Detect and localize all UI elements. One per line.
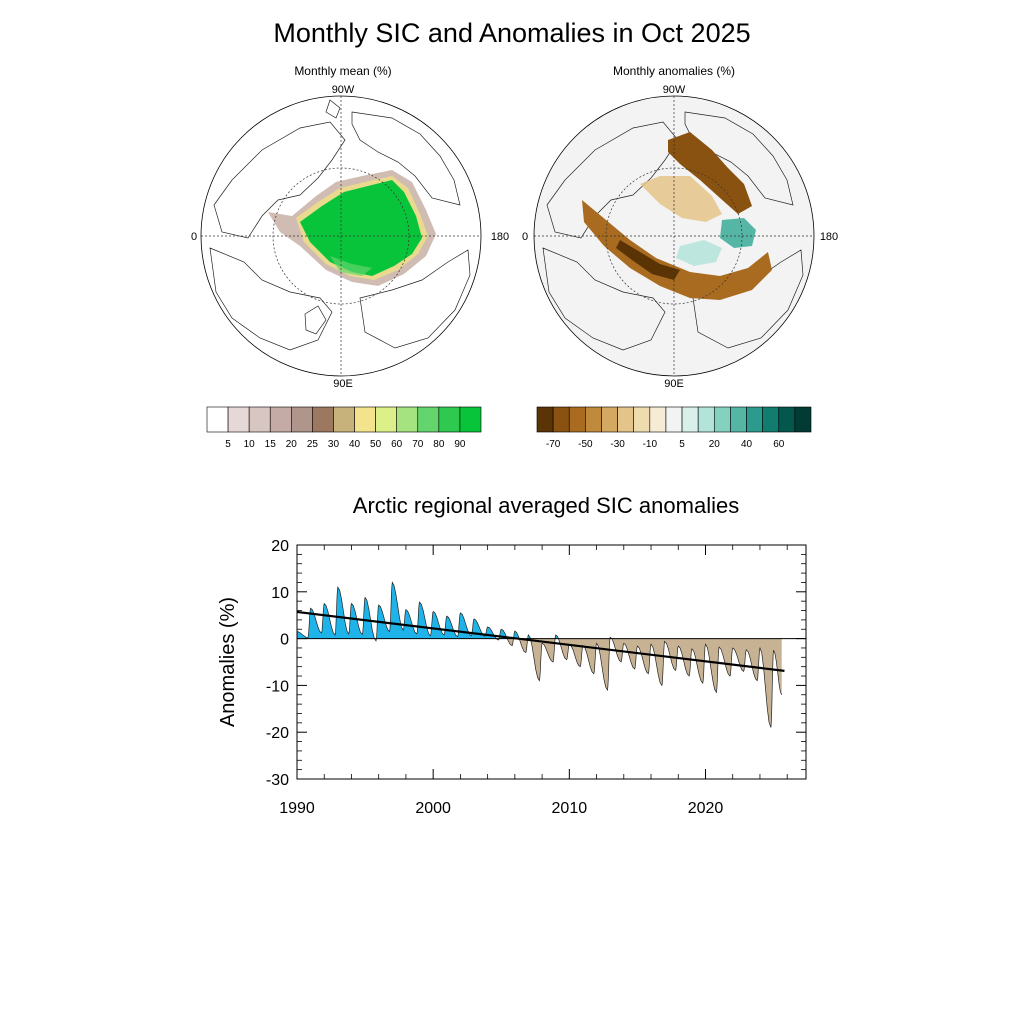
anom-map-light-negative (640, 176, 722, 222)
anom-map-border (533, 95, 815, 377)
mean-map-coastlines (209, 99, 471, 351)
mean-map-label-top: 90W (332, 84, 355, 96)
y-tick-label: 10 (271, 585, 289, 602)
mean-colorbar-swatch (417, 406, 440, 433)
anom-colorbar-swatch (552, 406, 570, 433)
anom-colorbar-tick-label: -70 (546, 439, 561, 450)
mean-colorbar-swatch (206, 406, 229, 433)
anom-colorbar-swatch (730, 406, 747, 433)
mean-colorbar-tick-label: 25 (307, 439, 319, 450)
mean-map-label-right: 180 (491, 231, 509, 243)
anom-map-label-bottom: 90E (664, 378, 684, 390)
anom-colorbar-swatch (536, 406, 554, 433)
mean-colorbar-tick-label: 40 (349, 439, 361, 450)
mean-map: Monthly mean (%) 90W 90E 0 180 (191, 64, 509, 390)
negative-anomaly-area (297, 638, 782, 728)
y-tick-label: 0 (280, 632, 289, 649)
mean-colorbar-swatch (354, 406, 376, 433)
mean-colorbar-swatch (269, 406, 292, 433)
anom-map-strong-negative (616, 240, 680, 280)
mean-colorbar-tick-label: 30 (328, 439, 340, 450)
mean-colorbar-tick-label: 20 (286, 439, 298, 450)
anom-colorbar-tick-label: -50 (578, 439, 593, 450)
anomaly-time-series: Arctic regional averaged SIC anomalies A… (217, 493, 807, 817)
mean-colorbar-tick-label: 15 (265, 439, 277, 450)
positive-anomaly-area (297, 582, 612, 639)
anom-colorbar-tick-label: 60 (773, 439, 785, 450)
anom-colorbar-swatch (762, 406, 780, 433)
anom-colorbar-swatch (633, 406, 651, 433)
anom-colorbar-tick-label: -10 (643, 439, 658, 450)
mean-colorbar-tick-label: 80 (433, 439, 445, 450)
y-tick-label: -10 (266, 678, 289, 695)
mean-colorbar-swatch (375, 406, 397, 433)
anom-colorbar-swatch (778, 406, 796, 433)
mean-colorbar-tick-label: 70 (412, 439, 424, 450)
anom-map-north-negative (668, 132, 752, 214)
mean-colorbar-swatch (396, 406, 419, 433)
anom-map: Monthly anomalies (%) 90W 90E 0 180 (522, 64, 838, 390)
anom-map-positive-patch (720, 218, 756, 248)
anomaly-line (296, 581, 783, 728)
y-tick-label: 20 (271, 538, 289, 555)
anom-colorbar-swatch (649, 406, 667, 433)
mean-colorbar-tick-label: 90 (454, 439, 466, 450)
anom-map-label-top: 90W (663, 84, 686, 96)
anom-colorbar-tick-label: 40 (741, 439, 753, 450)
y-tick-label: -30 (266, 772, 289, 789)
anom-colorbar-tick-label: -30 (610, 439, 625, 450)
anom-colorbar-swatch (794, 406, 812, 433)
anom-map-title: Monthly anomalies (%) (613, 64, 735, 78)
plot-frame (296, 544, 807, 780)
x-tick-label: 2010 (552, 800, 588, 817)
mean-colorbar-swatch (459, 406, 482, 433)
figure-title: Monthly SIC and Anomalies in Oct 2025 (273, 18, 750, 48)
anom-map-light-positive (676, 240, 722, 266)
mean-colorbar-tick-label: 60 (391, 439, 403, 450)
anom-colorbar-tick-label: 20 (709, 439, 721, 450)
mean-colorbar-swatch (333, 406, 355, 433)
anom-map-label-right: 180 (820, 231, 838, 243)
mean-colorbar: 5 10 15 20 25 30 40 50 60 70 80 90 (206, 406, 482, 450)
x-tick-label: 1990 (279, 800, 315, 817)
anom-colorbar-swatch (617, 406, 635, 433)
y-tick-label: -20 (266, 725, 289, 742)
anom-colorbar-swatch (568, 406, 586, 433)
trend-line (296, 610, 785, 672)
mean-colorbar-tick-label: 10 (244, 439, 256, 450)
x-tick-label: 2000 (415, 800, 451, 817)
x-tick-label: 2020 (688, 800, 724, 817)
mean-colorbar-swatch (227, 406, 250, 433)
anom-colorbar-swatch (665, 406, 683, 433)
anom-colorbar-swatch (601, 406, 618, 433)
anom-colorbar-swatch (746, 406, 763, 433)
mean-map-pack-ice-inner (330, 256, 372, 276)
mean-map-label-left: 0 (191, 231, 197, 243)
chart-title: Arctic regional averaged SIC anomalies (353, 493, 739, 518)
mean-colorbar-swatch (248, 406, 271, 433)
anom-colorbar-swatch (713, 406, 731, 433)
anom-map-coastlines (542, 111, 804, 351)
anom-colorbar-tick-label: 5 (679, 439, 685, 450)
mean-map-border (200, 95, 482, 377)
mean-map-label-bottom: 90E (333, 378, 353, 390)
mean-colorbar-swatch (291, 406, 313, 433)
chart-ylabel: Anomalies (%) (217, 597, 239, 727)
anom-map-negative-band (582, 200, 772, 300)
anom-colorbar-swatch (681, 406, 699, 433)
mean-colorbar-tick-label: 50 (370, 439, 382, 450)
anom-colorbar: -70 -50 -30 -10 5 20 40 60 (536, 406, 812, 450)
anom-map-label-left: 0 (522, 231, 528, 243)
mean-colorbar-tick-label: 5 (225, 439, 231, 450)
mean-colorbar-swatch (438, 406, 461, 433)
anom-colorbar-swatch (697, 406, 715, 433)
anom-colorbar-swatch (585, 406, 602, 433)
mean-colorbar-swatch (312, 406, 334, 433)
mean-map-title: Monthly mean (%) (294, 64, 391, 78)
mean-map-pack-ice (300, 180, 422, 276)
